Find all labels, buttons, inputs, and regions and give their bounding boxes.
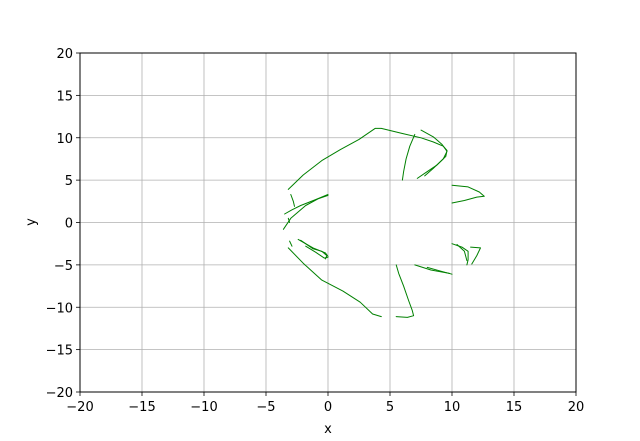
trajectory-line [451, 184, 485, 197]
ticks: −20 −15 −10 −5 0 5 10 15 20 −20 −15 −10 −5 0 5 10 15 20 [46, 47, 585, 415]
x-tick-label: 0 [324, 400, 332, 415]
y-tick-label: −5 [54, 259, 73, 274]
x-tick-label: 5 [386, 400, 394, 415]
trajectory-line [401, 133, 416, 181]
trajectory-line [414, 264, 450, 274]
trajectory-line [287, 217, 291, 223]
y-tick-label: 5 [65, 174, 73, 189]
x-tick-label: −5 [256, 400, 275, 415]
y-tick-label: −15 [46, 344, 73, 359]
trajectory-line [420, 129, 448, 177]
trajectory-line [395, 264, 415, 318]
series-layer [282, 127, 485, 318]
trajectory-line [289, 240, 293, 247]
x-tick-label: 15 [506, 400, 523, 415]
trajectory-line [282, 194, 329, 230]
x-tick-label: −20 [66, 400, 93, 415]
y-tick-label: 20 [56, 47, 73, 62]
x-tick-label: −10 [190, 400, 217, 415]
y-tick-label: 10 [56, 132, 73, 147]
y-tick-label: −10 [46, 301, 73, 316]
y-tick-label: 0 [65, 217, 73, 232]
x-tick-label: 20 [568, 400, 585, 415]
trajectory-line [287, 247, 382, 318]
y-axis-label: y [24, 218, 39, 226]
x-axis-label: x [324, 422, 332, 437]
trajectory-line [456, 244, 468, 262]
x-tick-label: −15 [128, 400, 155, 415]
y-tick-label: 15 [56, 89, 73, 104]
trajectory-line [470, 246, 481, 265]
x-tick-label: 10 [444, 400, 461, 415]
y-tick-label: −20 [46, 386, 73, 401]
trajectory-line [290, 194, 295, 207]
trajectory-line [305, 245, 329, 259]
grid [79, 52, 577, 393]
trajectory-line [300, 239, 328, 260]
trajectory-line [451, 195, 485, 204]
